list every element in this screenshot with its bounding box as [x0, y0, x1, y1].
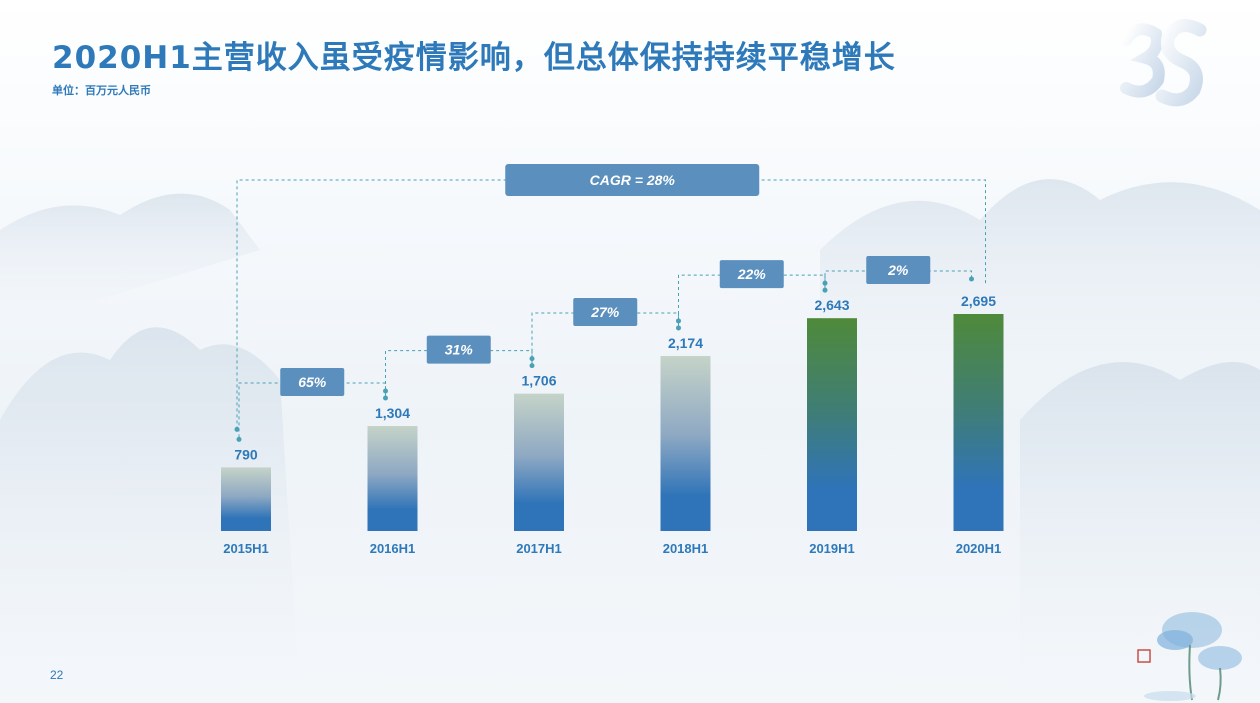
page-number: 22 — [50, 668, 64, 682]
value-label-2017H1: 1,706 — [521, 373, 556, 389]
growth-label-2020H1: 2% — [887, 262, 909, 278]
growth-label-2017H1: 31% — [445, 342, 474, 358]
growth-box-2020H1 — [866, 256, 931, 284]
growth-connector-line — [678, 274, 826, 326]
connector-dot — [383, 388, 388, 394]
growth-label-2018H1: 27% — [590, 304, 620, 320]
growth-box-2016H1 — [280, 368, 345, 397]
company-logo-icon — [1120, 19, 1207, 107]
connector-dot — [236, 436, 242, 442]
growth-label-2016H1: 65% — [298, 374, 327, 390]
bar-2016H1 — [367, 426, 418, 531]
bar-2018H1 — [660, 355, 711, 531]
bar-2019H1 — [807, 318, 857, 531]
growth-label-2019H1: 22% — [737, 266, 767, 282]
connector-dot — [822, 287, 828, 293]
value-label-2016H1: 1,304 — [375, 405, 410, 421]
bar-2020H1 — [953, 314, 1004, 531]
connector-dot — [234, 426, 240, 432]
lotus-decoration-icon — [1137, 612, 1242, 701]
growth-box-2018H1 — [573, 297, 638, 326]
unit-label: 单位：百万元人民币 — [52, 84, 151, 97]
value-label-2019H1: 2,643 — [814, 297, 849, 313]
growth-connector-line — [531, 312, 679, 364]
category-label-2016H1: 2016H1 — [370, 541, 416, 556]
bar-2015H1 — [221, 467, 271, 531]
cagr-label: CAGR = 28% — [590, 172, 676, 188]
category-label-2017H1: 2017H1 — [516, 541, 562, 556]
category-label-2020H1: 2020H1 — [956, 541, 1002, 556]
growth-box-2019H1 — [719, 260, 784, 289]
connector-dot — [969, 276, 974, 282]
bar-2017H1 — [514, 393, 564, 531]
category-label-2019H1: 2019H1 — [809, 541, 855, 556]
value-label-2020H1: 2,695 — [961, 293, 996, 309]
cagr-box — [505, 164, 760, 196]
value-label-2018H1: 2,174 — [668, 335, 703, 351]
category-label-2015H1: 2015H1 — [223, 541, 269, 556]
connector-dot — [676, 318, 681, 324]
value-label-2015H1: 790 — [234, 446, 258, 462]
connector-dot — [676, 325, 681, 331]
connector-dot — [529, 356, 535, 362]
growth-box-2017H1 — [426, 335, 491, 364]
connector-dot — [383, 395, 388, 401]
connector-dot — [822, 280, 828, 286]
connector-dot — [529, 363, 535, 369]
page-title: 2020H1主营收入虽受疫情影响，但总体保持持续平稳增长 — [52, 40, 896, 76]
category-label-2018H1: 2018H1 — [663, 541, 709, 556]
